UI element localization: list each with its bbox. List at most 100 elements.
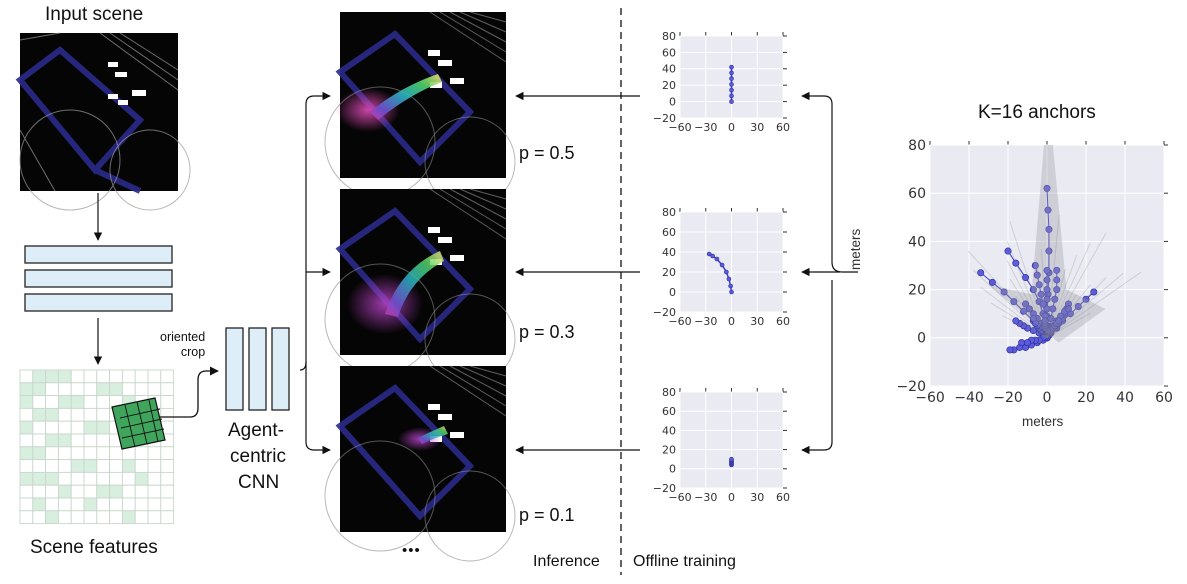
haze-line [967,250,1048,339]
oriented-crop-label: oriented crop [160,330,206,359]
series-point [1043,276,1051,284]
series-point [1074,302,1082,310]
haze-line [1046,312,1091,339]
grid-cell [96,497,111,512]
x-tick-label: −20 [993,390,1023,406]
y-tick-label: 80 [662,30,676,43]
series-point [1053,266,1061,274]
grid-cell [70,446,85,461]
y-tick-label: 60 [662,46,676,59]
grid-cell [96,420,111,435]
haze-line [1046,232,1107,339]
grid-cell [32,510,47,525]
series-point [1053,276,1061,284]
grid-cell [70,395,85,409]
feature-bar [24,269,173,288]
grid-cell [70,420,85,435]
series-point [726,276,732,282]
y-tick-label: −20 [896,379,926,395]
haze-line [1046,231,1050,338]
grid-cell [57,407,72,422]
series-point [1004,247,1012,255]
grid-cell [96,484,111,499]
anchor-sample-chart: −60 −30 0 30 60 −20 0 20 40 60 80 [653,386,790,504]
grid-cell [19,471,34,486]
grid-cell [160,382,175,397]
x-tick-label: 30 [750,315,764,328]
series-point [1006,346,1014,354]
y-tick-label: 20 [908,283,926,299]
series-point [1037,290,1045,298]
feature-bar [24,293,173,312]
haze-line [1006,241,1048,338]
grid-cell [109,471,123,486]
series-point [1022,300,1030,308]
grid-cell [109,446,123,461]
anchor-sample-chart: −60 −30 0 30 60 −20 0 20 40 60 80 [653,206,790,328]
grid-cell [96,407,111,422]
grid-cell [147,484,162,499]
haze-line [1046,255,1078,338]
grid-cell [134,510,149,525]
series-point [729,76,734,81]
x-tick-label: −30 [694,121,717,134]
haze-line [1046,269,1066,338]
grid-cell [70,382,85,397]
y-tick-label: 0 [669,463,676,476]
series-point [1041,317,1049,325]
grid-cell [160,459,175,473]
haze-line [1002,315,1048,339]
series-point [1035,281,1043,289]
anchors-ylabel: meters [848,228,863,270]
grid-cell [83,459,98,473]
x-tick-label: 30 [750,121,764,134]
series-point [706,251,712,257]
grid-cell [121,471,136,486]
grid-cell [147,510,162,525]
series-point [729,64,734,70]
series-point [1043,295,1051,303]
grid-cell [70,471,85,486]
y-tick-label: 80 [908,138,926,154]
y-tick-label: 60 [662,226,676,239]
y-tick-label: −20 [653,112,676,125]
grid-cell [134,369,149,384]
x-tick-label: 30 [750,491,764,504]
cnn-layers [225,327,290,411]
grid-cell [121,484,136,499]
grid-cell [121,510,136,525]
haze-line [1040,249,1048,338]
series-point [1029,315,1037,323]
grid-cell [121,459,136,473]
grid-cell [45,497,59,512]
y-tick-label: 60 [662,405,676,418]
y-tick-label: 40 [908,234,926,250]
grid-cell [109,510,123,525]
grid-cell [96,382,111,397]
prediction-fan [370,74,442,120]
series-point [729,289,734,295]
series-point [714,256,720,262]
series-point [1043,286,1051,294]
anchor-distribution-haze [967,145,1142,343]
grid-cell [109,382,123,397]
grid-cell [70,407,85,422]
x-tick-label: 40 [1116,390,1134,406]
grid-cell [57,459,72,473]
series-point [1031,261,1039,269]
grid-cell [32,497,47,512]
grid-cell [83,407,98,422]
grid-cell [57,369,72,384]
grid-cell [32,459,47,473]
series-point [977,269,985,277]
haze-line [1046,214,1060,338]
input-scene-image [15,32,191,211]
series-point [1043,184,1051,192]
y-tick-label: 40 [662,63,676,76]
series-point [1018,339,1026,347]
grid-cell [32,382,47,397]
grid-cell [134,446,149,461]
crop-connector [160,366,219,418]
x-tick-label: −30 [694,491,717,504]
